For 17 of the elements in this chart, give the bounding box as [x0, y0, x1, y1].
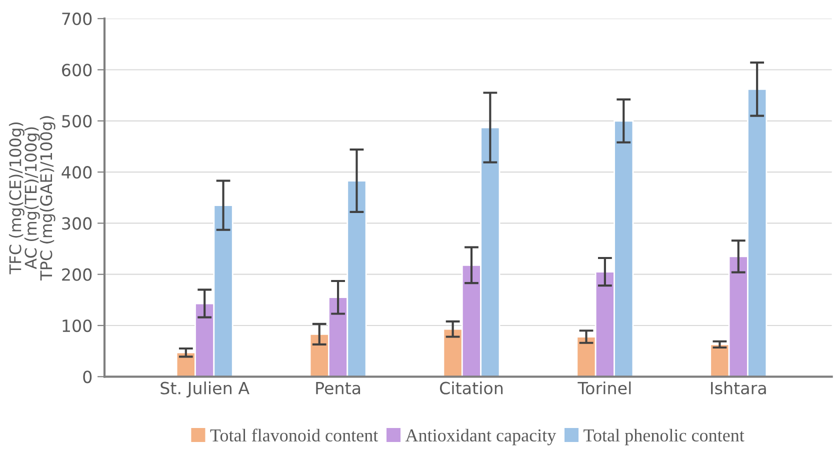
- y-tick-label: 700: [62, 12, 92, 26]
- legend-label: Total phenolic content: [584, 428, 744, 446]
- y-axis-title: TFC (mg(CE)/100g) AC (mg(TE)/100g) TPC (mg(GAE)/100g): [8, 116, 56, 280]
- y-tick-label: 200: [62, 268, 92, 281]
- x-tick-label: Ishtara: [711, 382, 766, 394]
- x-tick-label: St. Julien A: [160, 382, 250, 398]
- y-tick-label: 100: [62, 319, 92, 332]
- x-tick-label: Torinel: [578, 382, 631, 394]
- y-tick-label: 300: [62, 217, 92, 230]
- x-tick-label: Citation: [440, 382, 503, 394]
- legend-label: Total flavonoid content: [210, 428, 378, 442]
- y-tick-label: 400: [62, 166, 92, 179]
- x-tick-label: Penta: [316, 382, 360, 394]
- y-tick-label: 500: [62, 114, 92, 128]
- legend-label: Antioxidant capacity: [405, 428, 556, 446]
- y-tick-label: 600: [62, 64, 92, 76]
- y-tick-label: 0: [83, 370, 92, 384]
